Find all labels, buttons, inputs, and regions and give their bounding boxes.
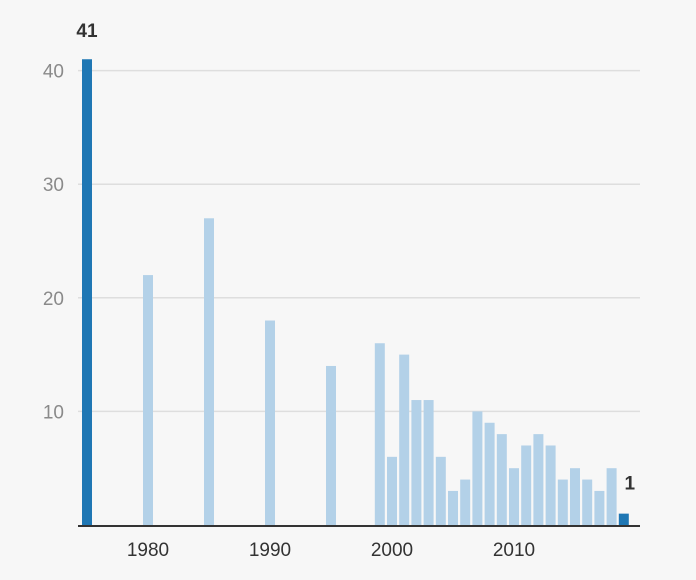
data-label-1975: 41 (76, 21, 98, 42)
bar-2008 (484, 422, 495, 525)
x-tick-label: 1980 (127, 540, 169, 561)
bar-2002 (411, 400, 422, 525)
bar-2018 (606, 468, 617, 525)
data-label-2019: 1 (625, 474, 636, 495)
bar-2003 (423, 400, 434, 525)
bar-1975 (82, 59, 92, 526)
bar-2011 (521, 445, 532, 525)
x-axis-ticks: 1980 1990 2000 2010 (127, 540, 535, 561)
bar-2000 (387, 456, 397, 525)
bar-2007 (472, 411, 483, 525)
y-tick-label: 40 (43, 62, 64, 83)
y-tick-label: 20 (43, 289, 64, 310)
bars (82, 59, 629, 526)
bar-2015 (570, 468, 580, 525)
bar-1999 (374, 343, 385, 525)
bar-1990 (265, 320, 275, 525)
bar-2012 (533, 434, 544, 525)
bar-2004 (435, 456, 446, 525)
x-tick-label: 1990 (249, 540, 291, 561)
bar-2014 (557, 479, 568, 525)
x-tick-label: 2010 (493, 540, 535, 561)
bar-1985 (204, 218, 214, 525)
grid-lines (78, 69, 640, 413)
y-tick-label: 10 (43, 402, 64, 423)
bar-2005 (448, 490, 458, 525)
bar-2009 (496, 434, 507, 525)
bar-2010 (509, 468, 519, 525)
data-labels: 41 1 (76, 21, 635, 494)
bar-2017 (594, 490, 605, 525)
bar-2001 (399, 354, 410, 525)
x-tick-label: 2000 (371, 540, 413, 561)
bar-2006 (460, 479, 471, 525)
bar-2016 (582, 479, 593, 525)
bar-2013 (545, 445, 556, 525)
y-axis-ticks: 10 20 30 40 (43, 62, 64, 424)
bar-1995 (326, 365, 336, 525)
y-tick-label: 30 (43, 175, 64, 196)
bar-1980 (143, 275, 153, 525)
bar-2019 (618, 513, 629, 525)
